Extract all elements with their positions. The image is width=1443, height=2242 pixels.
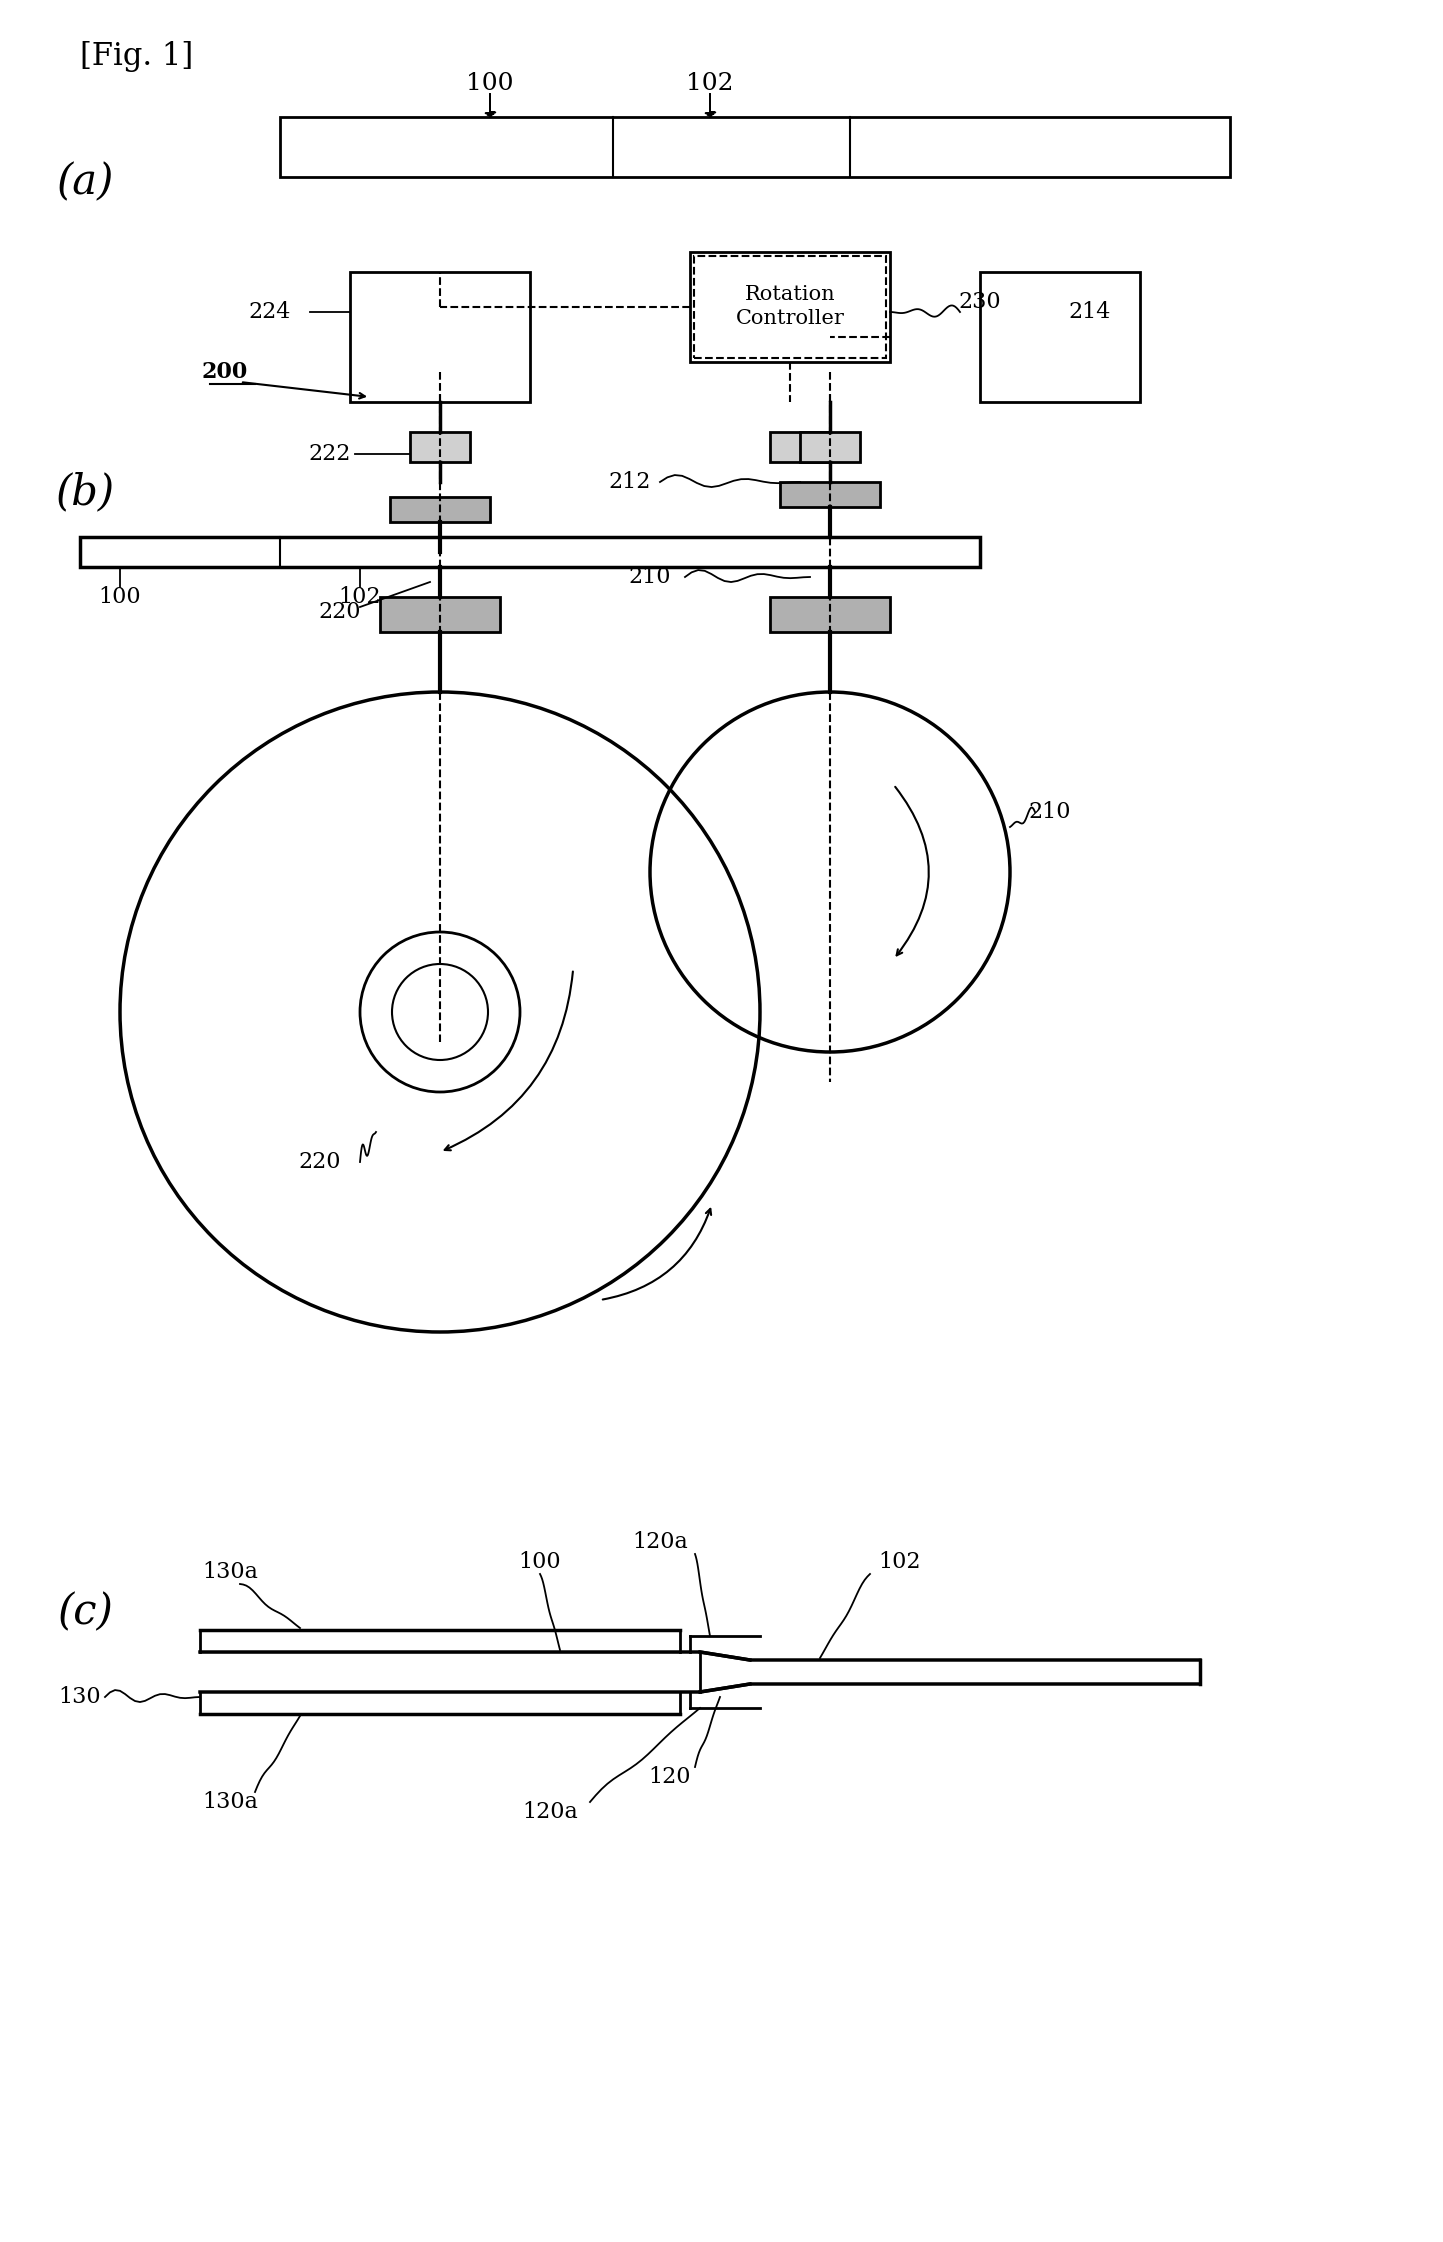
Bar — [771, 433, 830, 462]
Text: 130: 130 — [59, 1686, 101, 1708]
Bar — [690, 251, 890, 361]
Text: 120: 120 — [649, 1767, 691, 1789]
Bar — [980, 271, 1140, 401]
Text: 102: 102 — [339, 585, 381, 608]
Bar — [694, 256, 886, 359]
Text: 100: 100 — [466, 72, 514, 96]
Bar — [771, 596, 890, 632]
Text: 100: 100 — [518, 1551, 561, 1574]
Text: 212: 212 — [609, 471, 651, 493]
Bar — [781, 482, 880, 507]
Text: 222: 222 — [309, 444, 351, 464]
Text: 100: 100 — [98, 585, 141, 608]
Text: Controller: Controller — [736, 309, 844, 330]
Text: 220: 220 — [299, 1150, 341, 1173]
Text: 102: 102 — [687, 72, 733, 96]
Text: 210: 210 — [629, 565, 671, 587]
Text: 130a: 130a — [202, 1560, 258, 1583]
Text: Rotation: Rotation — [745, 285, 835, 305]
Text: (c): (c) — [58, 1592, 113, 1632]
Bar — [380, 596, 501, 632]
Text: 220: 220 — [319, 601, 361, 623]
Text: 120a: 120a — [632, 1531, 688, 1554]
Text: 120a: 120a — [522, 1800, 577, 1823]
Text: (b): (b) — [55, 471, 114, 513]
Text: 102: 102 — [879, 1551, 921, 1574]
Bar — [410, 433, 470, 462]
Text: [Fig. 1]: [Fig. 1] — [79, 43, 193, 72]
Text: 130a: 130a — [202, 1791, 258, 1814]
Text: 230: 230 — [958, 291, 1001, 314]
Text: 224: 224 — [248, 300, 291, 323]
Text: (a): (a) — [56, 161, 114, 204]
Bar — [79, 538, 980, 567]
Bar — [390, 498, 491, 522]
Bar — [351, 271, 530, 401]
Bar — [280, 117, 1229, 177]
Text: 200: 200 — [202, 361, 248, 383]
Bar — [799, 433, 860, 462]
Text: 214: 214 — [1069, 300, 1111, 323]
Text: 210: 210 — [1029, 800, 1071, 823]
